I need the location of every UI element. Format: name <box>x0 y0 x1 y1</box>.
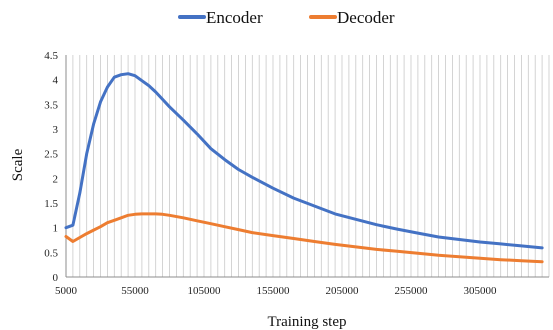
tick-labels: 0 0.5 1 1.5 2 2.5 3 3.5 4 4.5 5000 55000 105000 15500… <box>44 50 497 297</box>
y-tick-label: 1.5 <box>44 198 58 210</box>
y-tick-label: 0.5 <box>44 247 58 259</box>
y-tick-label: 3 <box>53 124 59 136</box>
x-tick-label: 55000 <box>121 285 149 297</box>
axes <box>65 55 549 278</box>
y-tick-label: 4.5 <box>44 50 58 62</box>
y-tick-label: 1 <box>53 223 59 235</box>
x-tick-label: 155000 <box>257 285 291 297</box>
series-line-encoder <box>64 72 544 250</box>
x-tick-label: 255000 <box>395 285 429 297</box>
x-tick-label: 5000 <box>55 285 78 297</box>
x-tick-label: 305000 <box>464 285 498 297</box>
legend-label-decoder: Decoder <box>337 8 395 27</box>
x-tick-label: 205000 <box>326 285 360 297</box>
series-line-decoder <box>64 212 544 264</box>
y-tick-label: 0 <box>53 272 59 284</box>
grid-lines <box>65 55 550 277</box>
y-tick-label: 2 <box>53 173 59 185</box>
series-lines <box>64 72 544 264</box>
y-axis-title: Scale <box>10 148 26 181</box>
legend-label-encoder: Encoder <box>206 8 263 27</box>
y-tick-label: 4 <box>53 75 59 87</box>
legend: Encoder Decoder <box>178 8 395 27</box>
x-tick-label: 105000 <box>188 285 222 297</box>
y-tick-label: 2.5 <box>44 149 58 161</box>
x-axis-title: Training step <box>267 314 346 330</box>
y-tick-label: 3.5 <box>44 99 58 111</box>
